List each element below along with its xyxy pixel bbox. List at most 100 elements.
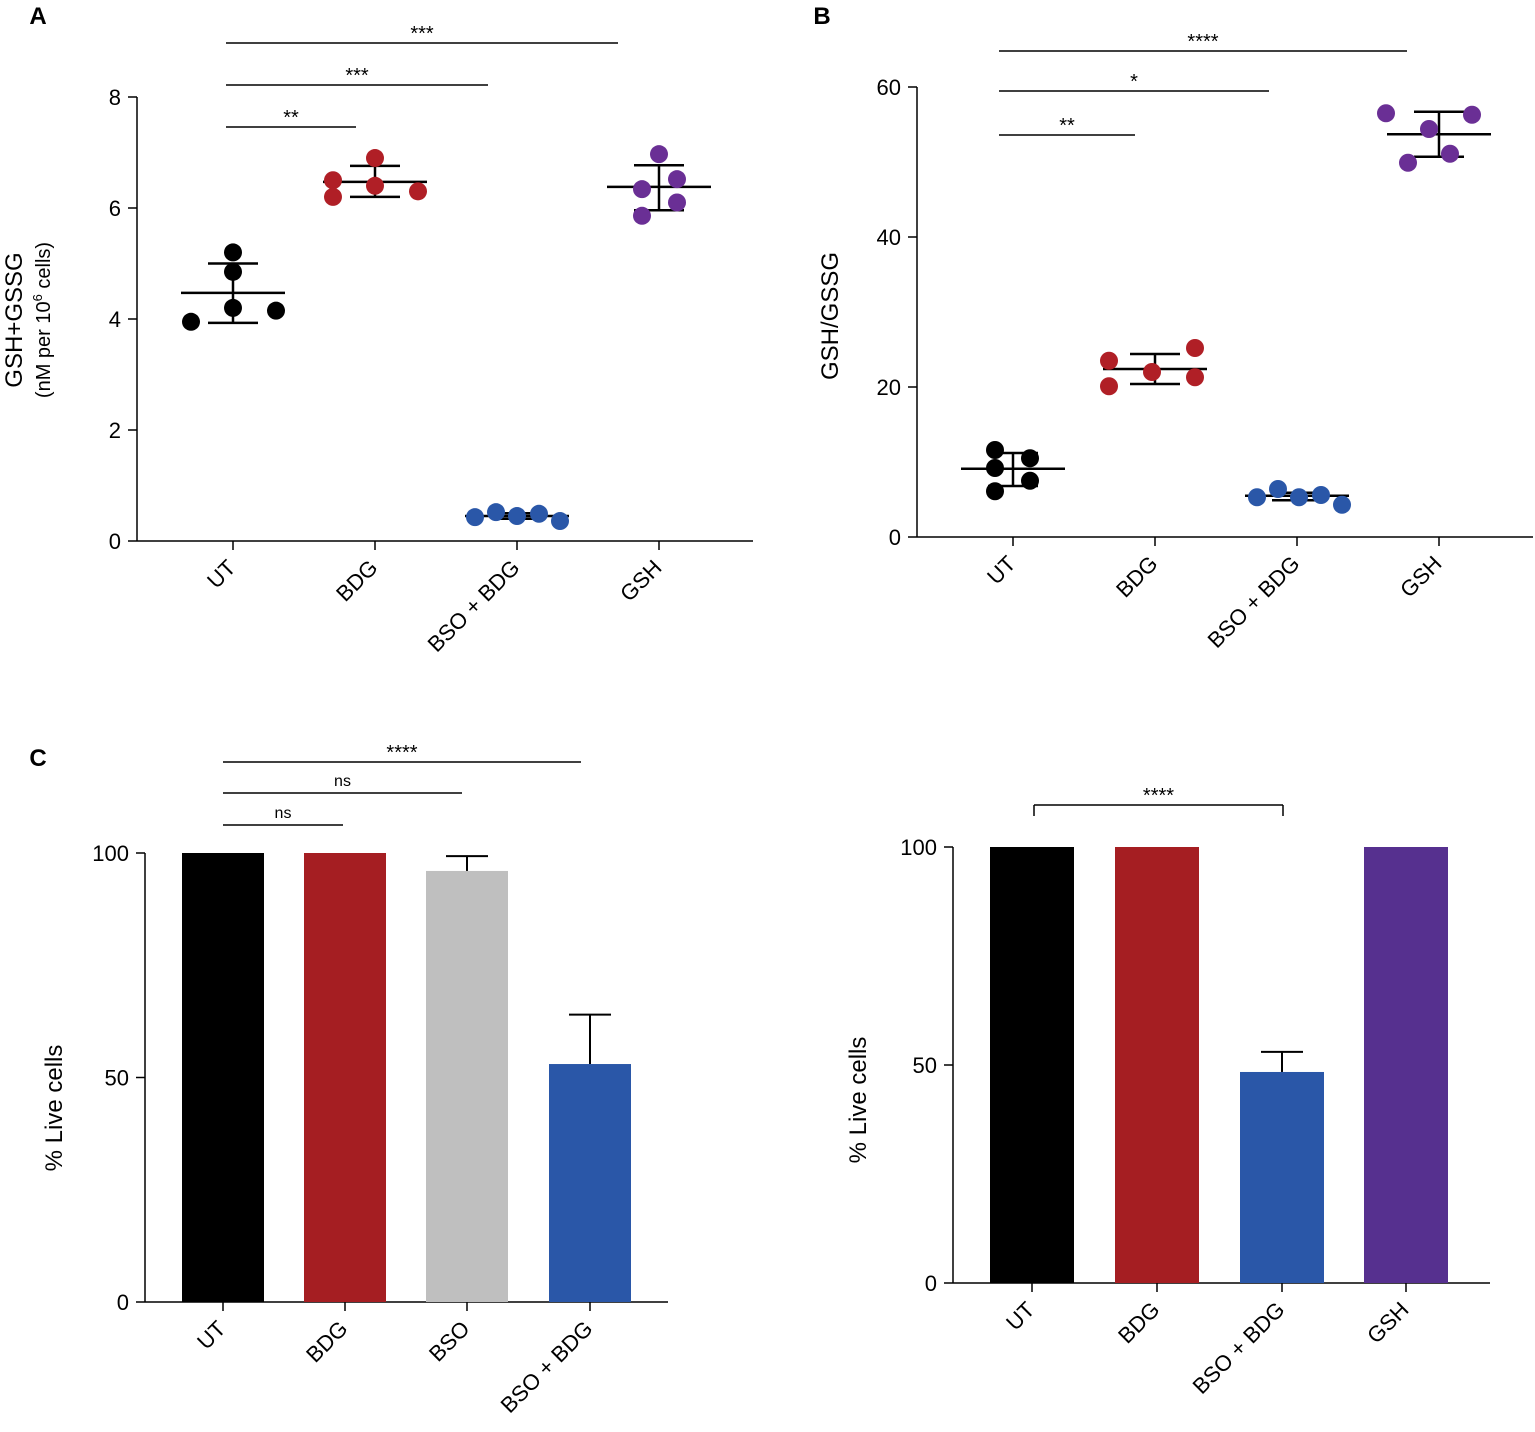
y-axis-label: % Live cells [845, 1037, 872, 1164]
y-tick-label: 100 [900, 835, 937, 860]
data-point [986, 441, 1004, 459]
data-point [986, 459, 1004, 477]
x-tick-label: BDG [1113, 1297, 1164, 1348]
data-point [1186, 368, 1204, 387]
data-point [1333, 495, 1351, 514]
x-tick-label: BSO + BDG [1188, 1297, 1290, 1399]
bar [1240, 1071, 1324, 1283]
data-point [466, 508, 484, 527]
y-tick-label: 50 [913, 1053, 937, 1078]
y-tick-label: 20 [877, 375, 901, 400]
y-axis-label: % Live cells [41, 1045, 68, 1172]
x-tick-label: UT [202, 555, 240, 593]
data-point [487, 503, 505, 522]
y-axis-label: GSH/GSSG [817, 252, 844, 380]
data-point [633, 180, 651, 199]
y-tick-label: 40 [877, 225, 901, 250]
x-tick-label: GSH [1362, 1297, 1413, 1348]
x-tick-label: BSO + BDG [496, 1316, 598, 1418]
bar [549, 1064, 631, 1302]
data-point [224, 243, 242, 262]
bar [304, 853, 386, 1302]
x-tick-label: GSH [1395, 551, 1446, 602]
data-point [650, 145, 668, 164]
significance-label: **** [386, 742, 417, 764]
y-tick-label: 50 [105, 1066, 129, 1091]
data-point [986, 482, 1004, 501]
data-point [1100, 377, 1118, 396]
significance-label: ns [275, 805, 292, 822]
data-point [1399, 153, 1417, 172]
data-point [224, 298, 242, 317]
data-point [551, 512, 569, 531]
y-tick-label: 0 [925, 1271, 937, 1296]
panel-label: A [29, 3, 46, 30]
chart-panel-c: C 0 50 100 UT BDG BSO BSO + BDG % Live cells ns ns… [29, 742, 668, 1418]
x-tick-label: UT [982, 551, 1020, 589]
x-tick-label: BDG [331, 555, 382, 606]
data-point [366, 149, 384, 168]
data-point [1186, 339, 1204, 357]
x-tick-label: UT [1001, 1297, 1039, 1335]
data-point [508, 507, 526, 526]
panel-label: C [29, 745, 46, 772]
bar [1364, 847, 1448, 1283]
y-tick-label: 100 [92, 841, 129, 866]
significance-label: ** [283, 107, 299, 129]
significance-label: ** [1059, 115, 1075, 137]
panel-label: B [813, 3, 830, 30]
bar [1115, 847, 1199, 1283]
x-tick-label: BSO + BDG [423, 555, 525, 657]
x-tick-label: BSO [424, 1316, 475, 1367]
y-tick-label: 0 [889, 525, 901, 550]
data-point [1420, 120, 1438, 138]
chart-panel-a: A 0 2 4 6 8 UT BDG BSO + BDG GSH GSH+GSSG (nM per 1… [1, 3, 753, 657]
data-point [1100, 351, 1118, 370]
data-point [1312, 486, 1330, 504]
significance-label: **** [1187, 31, 1218, 53]
data-point [1269, 480, 1287, 498]
data-point [1143, 363, 1161, 381]
data-point [1021, 471, 1039, 490]
data-point [530, 504, 548, 523]
data-point [1290, 488, 1308, 507]
chart-panel-d: 0 50 100 UT BDG BSO + BDG GSH % Live cells **** [845, 785, 1490, 1399]
data-point [182, 312, 200, 331]
data-point [1021, 449, 1039, 468]
y-tick-label: 0 [109, 529, 121, 554]
y-tick-label: 60 [877, 75, 901, 100]
data-point [409, 182, 427, 201]
x-tick-label: BSO + BDG [1203, 551, 1305, 653]
data-point [224, 262, 242, 281]
y-axis-label: GSH+GSSG [1, 252, 28, 387]
data-point [267, 301, 285, 320]
y-tick-label: 6 [109, 196, 121, 221]
y-tick-label: 8 [109, 85, 121, 110]
bar [990, 847, 1074, 1283]
significance-label: *** [410, 23, 434, 45]
x-tick-label: BDG [1111, 551, 1162, 602]
y-tick-label: 4 [109, 307, 121, 332]
data-point [366, 176, 384, 195]
data-point [633, 206, 651, 225]
x-tick-label: BDG [301, 1316, 352, 1367]
data-point [1377, 104, 1395, 123]
bar [426, 870, 508, 1302]
y-tick-label: 0 [117, 1290, 129, 1315]
y-tick-label: 2 [109, 418, 121, 443]
y-axis-sublabel: (nM per 106 cells) [30, 242, 55, 398]
data-point [1248, 488, 1266, 507]
data-point [668, 193, 686, 212]
data-point [324, 171, 342, 190]
bar [182, 853, 264, 1302]
significance-label: * [1130, 71, 1138, 93]
significance-label: *** [345, 65, 369, 87]
x-tick-label: UT [192, 1316, 230, 1354]
data-point [668, 170, 686, 189]
data-point [1441, 144, 1459, 163]
significance-label: ns [334, 773, 351, 790]
data-point [1463, 105, 1481, 124]
significance-label: **** [1143, 785, 1174, 807]
